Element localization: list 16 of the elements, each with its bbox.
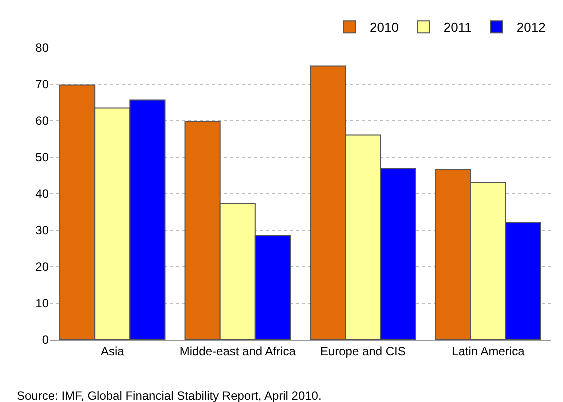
legend-label: 2011 xyxy=(444,20,472,36)
legend-label: 2012 xyxy=(516,20,546,36)
y-tick-label: 30 xyxy=(36,224,50,238)
y-tick-label: 40 xyxy=(36,187,50,202)
y-tick-label: 0 xyxy=(42,333,50,348)
y-tick-label: 50 xyxy=(36,150,50,165)
legend-label: 2010 xyxy=(370,20,399,36)
x-tick-label: Latin America xyxy=(452,344,526,358)
y-tick-label: 70 xyxy=(36,78,50,92)
x-tick-label: Asia xyxy=(100,344,125,358)
y-tick-label: 20 xyxy=(36,260,50,274)
x-tick-label: Midde-east and Africa xyxy=(180,344,296,358)
y-tick-label: 80 xyxy=(36,41,50,56)
x-tick-label: Europe and CIS xyxy=(320,344,406,358)
y-tick-label: 10 xyxy=(36,296,50,311)
y-tick-label: 60 xyxy=(36,114,50,128)
